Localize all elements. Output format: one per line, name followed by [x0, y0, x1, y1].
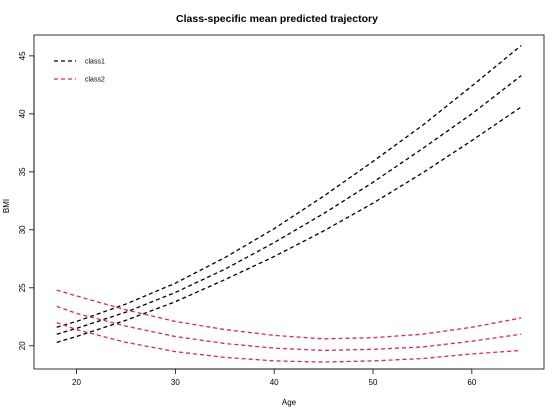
y-tick-label: 35 [18, 167, 27, 176]
x-tick-label: 40 [270, 378, 279, 387]
class1-lower-line [56, 106, 522, 343]
x-tick-label: 50 [369, 378, 378, 387]
class2-lower-line [56, 321, 522, 363]
y-tick-label: 25 [18, 283, 27, 292]
plot-frame [33, 34, 545, 370]
chart-title: Class-specific mean predicted trajectory [176, 13, 378, 25]
y-tick-label: 40 [18, 109, 27, 118]
class1-upper-line [56, 44, 522, 328]
y-tick-label: 45 [18, 51, 27, 60]
x-axis-label: Age [282, 398, 297, 407]
y-tick-label: 30 [18, 225, 27, 234]
legend-label-class1: class1 [85, 59, 105, 66]
x-axis: 20 30 40 50 60 [72, 368, 477, 387]
x-tick-label: 60 [467, 378, 476, 387]
class2-mean-line [56, 305, 522, 352]
x-tick-label: 30 [171, 378, 180, 387]
class1-mean-line [56, 75, 522, 335]
y-tick-label: 20 [18, 341, 27, 350]
series-class1 [56, 44, 522, 343]
legend-label-class2: class2 [85, 77, 105, 84]
y-axis: 20 25 30 35 40 45 [18, 51, 35, 350]
y-axis-label: BMI [2, 199, 11, 213]
series-layer [56, 44, 522, 363]
class2-upper-line [56, 289, 522, 340]
series-class2 [56, 289, 522, 363]
x-tick-label: 20 [72, 378, 81, 387]
legend: class1 class2 [54, 59, 105, 84]
